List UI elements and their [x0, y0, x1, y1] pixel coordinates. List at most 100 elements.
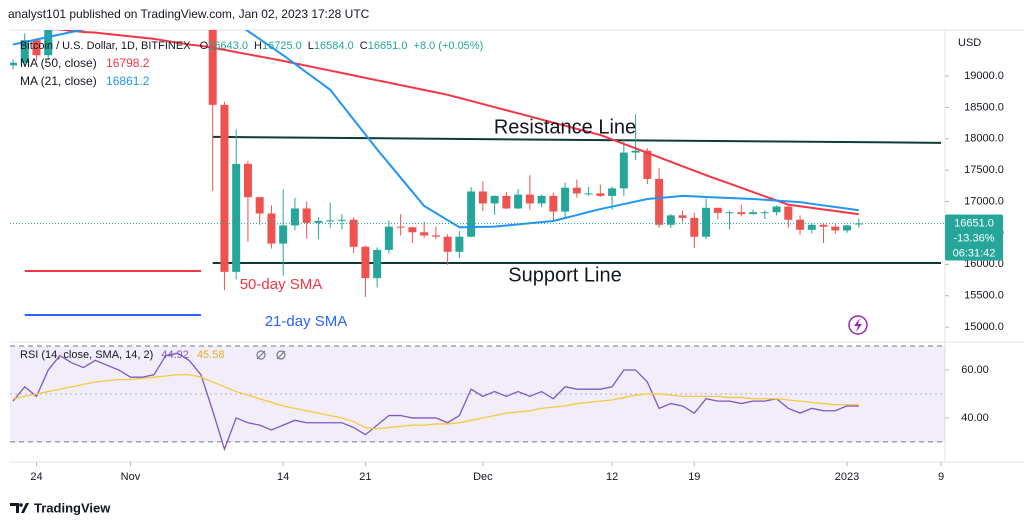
ma-legend: MA (50, close) 16798.2: [20, 56, 150, 70]
alert-icon[interactable]: [848, 315, 868, 335]
candle-body: [408, 227, 417, 233]
ma-name: MA (21, close): [20, 74, 97, 88]
candle-body: [514, 194, 523, 209]
symbol-legend: Bitcoin / U.S. Dollar, 1D, BITFINEX O166…: [20, 40, 483, 52]
candle-body: [302, 208, 311, 223]
line-series: [12, 374, 859, 430]
ma-value: 16798.2: [106, 56, 150, 70]
candle-body: [666, 215, 675, 225]
x-tick-label: 12: [606, 471, 618, 483]
candle-body: [20, 40, 29, 63]
footer-brand: TradingView: [34, 500, 111, 515]
candle-body: [10, 62, 17, 66]
annotation-text: 50-day SMA: [240, 276, 323, 293]
ohlc-value: 16643.0: [208, 40, 248, 52]
annotation-text: Support Line: [508, 264, 621, 286]
rsi-legend: RSI (14, close, SMA, 14, 2) 44.92 45.58: [20, 349, 224, 361]
candle-body: [549, 195, 558, 212]
candle-body: [561, 187, 570, 212]
candle-body: [337, 219, 346, 221]
candle-body: [384, 226, 393, 250]
candle-body: [44, 30, 53, 56]
candle-body: [631, 150, 640, 153]
y-tick-label: 18500.0: [964, 101, 1004, 113]
y-tick-label: 15000.0: [964, 321, 1004, 333]
x-tick-label: 19: [688, 471, 700, 483]
x-tick-label: 2023: [835, 471, 859, 483]
rsi-value: 44.92: [161, 349, 189, 361]
candle-body: [290, 208, 299, 226]
line-series: [12, 30, 859, 229]
y-tick-label: 17500.0: [964, 164, 1004, 176]
candle-body: [431, 235, 440, 237]
ohlc-name: H: [254, 40, 262, 52]
candle-body: [584, 193, 593, 195]
ma-value: 16861.2: [106, 74, 150, 88]
ohlc-name: O: [200, 40, 209, 52]
annotation-text: Resistance Line: [494, 116, 636, 138]
candle-body: [396, 226, 405, 228]
candle-body: [772, 206, 781, 213]
candle-body: [255, 197, 264, 214]
y-tick-label: 19000.0: [964, 70, 1004, 82]
change: +8.0 (+0.05%): [414, 40, 484, 52]
ohlc-value: 16651.0: [368, 40, 408, 52]
candle-body: [361, 246, 370, 279]
candle-body: [326, 220, 335, 222]
candle-body: [831, 226, 840, 231]
y-tick-label: 17000.0: [964, 195, 1004, 207]
y-tick-label: 15500.0: [964, 290, 1004, 302]
candle-body: [490, 195, 499, 204]
x-tick-label: Nov: [121, 471, 141, 483]
ohlc-name: C: [360, 40, 368, 52]
candle-body: [655, 178, 664, 225]
x-tick-label: 24: [30, 471, 42, 483]
candle-body: [854, 223, 863, 225]
x-tick-label: Dec: [473, 471, 493, 483]
candle-body: [796, 219, 805, 230]
line-series: [12, 352, 859, 452]
candle-body: [314, 221, 323, 223]
candle-body: [843, 225, 852, 231]
candle-body: [807, 224, 816, 230]
candle-body: [713, 207, 722, 213]
candle-body: [678, 215, 687, 218]
annotation-text: 21-day SMA: [265, 313, 348, 330]
currency: USD: [958, 37, 981, 49]
x-tick-label: 9: [938, 471, 944, 483]
candle-body: [725, 212, 734, 214]
annotation-line: [212, 135, 942, 144]
symbol: Bitcoin / U.S. Dollar, 1D, BITFINEX: [20, 40, 191, 52]
rsi-ma-value: 45.58: [197, 349, 225, 361]
price-pane: [10, 30, 945, 316]
candle-body: [702, 207, 711, 237]
candle-body: [267, 213, 276, 244]
line-series: [50, 30, 859, 216]
ma-legend: MA (21, close) 16861.2: [20, 74, 150, 88]
candle-body: [220, 104, 229, 272]
rsi-tick-label: 40.00: [961, 412, 989, 424]
candle-body: [525, 194, 534, 204]
rsi-title: RSI (14, close, SMA, 14, 2): [20, 349, 153, 361]
x-tick-label: 14: [277, 471, 289, 483]
price-tag-text: 06:31:42: [953, 247, 996, 259]
ohlc-name: L: [308, 40, 314, 52]
candle-body: [420, 232, 429, 236]
price-tag-text: 16651.0: [954, 217, 994, 229]
candle-body: [467, 191, 476, 237]
candle-body: [572, 187, 581, 194]
candle-body: [232, 163, 241, 272]
ohlc-value: 16584.0: [314, 40, 354, 52]
candle-body: [596, 193, 605, 196]
price-tag-text: -13.36%: [954, 232, 995, 244]
tradingview-logo: [10, 503, 29, 513]
candle-body: [537, 195, 546, 204]
x-tick-label: 21: [359, 471, 371, 483]
y-tick-label: 16000.0: [964, 258, 1004, 270]
rsi-pane: [10, 345, 945, 452]
candle-body: [349, 219, 358, 247]
candle-body: [643, 150, 652, 179]
published-note: analyst101 published on TradingView.com,…: [8, 7, 370, 21]
